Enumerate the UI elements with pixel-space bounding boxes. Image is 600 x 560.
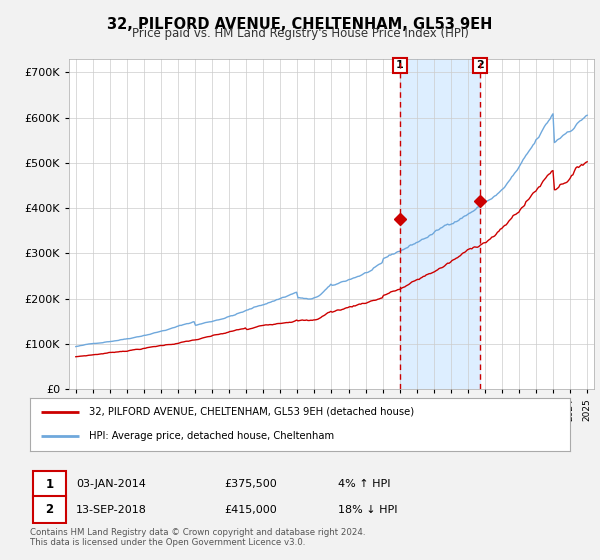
Text: 32, PILFORD AVENUE, CHELTENHAM, GL53 9EH: 32, PILFORD AVENUE, CHELTENHAM, GL53 9EH <box>107 17 493 32</box>
Text: £375,500: £375,500 <box>224 479 277 489</box>
FancyBboxPatch shape <box>33 496 66 523</box>
Text: 32, PILFORD AVENUE, CHELTENHAM, GL53 9EH (detached house): 32, PILFORD AVENUE, CHELTENHAM, GL53 9EH… <box>89 407 415 417</box>
Text: 2: 2 <box>46 503 53 516</box>
Text: 4% ↑ HPI: 4% ↑ HPI <box>338 479 390 489</box>
Text: Price paid vs. HM Land Registry's House Price Index (HPI): Price paid vs. HM Land Registry's House … <box>131 27 469 40</box>
Text: 13-SEP-2018: 13-SEP-2018 <box>76 505 147 515</box>
Bar <box>400 59 480 389</box>
FancyBboxPatch shape <box>33 471 66 498</box>
Text: 1: 1 <box>46 478 53 491</box>
Text: £415,000: £415,000 <box>224 505 277 515</box>
Text: 18% ↓ HPI: 18% ↓ HPI <box>338 505 397 515</box>
Text: 2: 2 <box>476 60 484 71</box>
Text: Contains HM Land Registry data © Crown copyright and database right 2024.
This d: Contains HM Land Registry data © Crown c… <box>30 528 365 547</box>
Text: 03-JAN-2014: 03-JAN-2014 <box>76 479 146 489</box>
Text: HPI: Average price, detached house, Cheltenham: HPI: Average price, detached house, Chel… <box>89 431 335 441</box>
Text: 1: 1 <box>396 60 404 71</box>
